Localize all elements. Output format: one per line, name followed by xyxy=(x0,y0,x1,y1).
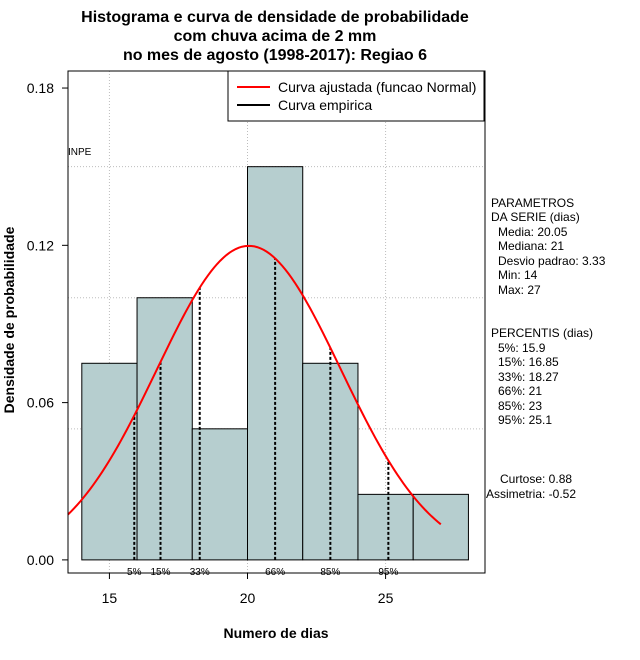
legend-box xyxy=(227,70,485,122)
percentile-95: 95%: 25.1 xyxy=(498,413,552,427)
x-tick-label: 25 xyxy=(378,590,394,606)
chart-title-line-3: no mes de agosto (1998-2017): Regiao 6 xyxy=(123,47,427,64)
histogram-bar xyxy=(191,428,249,561)
chart-title-line-2: com chuva acima de 2 mm xyxy=(174,28,377,45)
side-panel-shape: Curtose: 0.88 Assimetria: -0.52 xyxy=(486,472,576,501)
params-title-line-2: DA SERIE (dias) xyxy=(491,210,580,224)
percentile-label-5: 5% xyxy=(127,567,142,578)
assimetria-value: Assimetria: -0.52 xyxy=(486,487,576,501)
chart-title-line-1: Histograma e curva de densidade de proba… xyxy=(81,9,469,26)
param-desvio: Desvio padrao: 3.33 xyxy=(498,254,606,268)
histogram-bar xyxy=(136,297,193,561)
legend: Curva ajustada (funcao Normal) Curva emp… xyxy=(227,70,485,122)
percentile-label-95: 95% xyxy=(378,567,398,578)
x-tick-label: 15 xyxy=(102,590,118,606)
axes: 15 20 25 0.00 0.06 0.12 0.18 xyxy=(27,80,394,606)
percentile-label-33: 33% xyxy=(190,567,210,578)
histogram-bars xyxy=(81,166,469,561)
percentile-label-85: 85% xyxy=(320,567,340,578)
fitted-normal-curve xyxy=(67,244,442,526)
y-tick-label: 0.12 xyxy=(27,237,54,253)
inpe-watermark: INPE xyxy=(68,147,92,158)
legend-empirical-label: Curva empirica xyxy=(278,97,372,113)
param-max: Max: 27 xyxy=(498,283,541,297)
param-min: Min: 14 xyxy=(498,268,538,282)
percentile-label-15: 15% xyxy=(151,567,171,578)
percentile-markers: 5% 15% 33% 66% 85% 95% xyxy=(127,258,398,578)
param-mediana: Mediana: 21 xyxy=(498,239,564,253)
y-axis-title: Densidade de probabilidade xyxy=(1,226,17,413)
y-tick-label: 0.00 xyxy=(27,552,54,568)
histogram-bar xyxy=(357,493,414,561)
curve-layer xyxy=(67,244,442,526)
side-panel-percentiles: PERCENTIS (dias) 5%: 15.9 15%: 16.85 33%… xyxy=(491,326,593,427)
percentile-85: 85%: 23 xyxy=(498,399,542,413)
percentile-15: 15%: 16.85 xyxy=(498,355,559,369)
legend-fitted-label: Curva ajustada (funcao Normal) xyxy=(278,79,476,95)
y-tick-label: 0.18 xyxy=(27,80,54,96)
y-tick-label: 0.06 xyxy=(27,395,54,411)
percentile-5: 5%: 15.9 xyxy=(498,341,546,355)
x-tick-label: 20 xyxy=(240,590,256,606)
side-panel-parameters: PARAMETROS DA SERIE (dias) Media: 20.05 … xyxy=(491,196,606,297)
params-title-line-1: PARAMETROS xyxy=(491,196,574,210)
percentiles-title: PERCENTIS (dias) xyxy=(491,326,593,340)
curtose-value: Curtose: 0.88 xyxy=(500,472,572,486)
percentile-66: 66%: 21 xyxy=(498,384,542,398)
param-media: Media: 20.05 xyxy=(498,225,568,239)
percentile-label-66: 66% xyxy=(265,567,285,578)
histogram-bar xyxy=(412,493,469,561)
x-axis-title: Numero de dias xyxy=(223,625,328,641)
percentile-33: 33%: 18.27 xyxy=(498,370,559,384)
